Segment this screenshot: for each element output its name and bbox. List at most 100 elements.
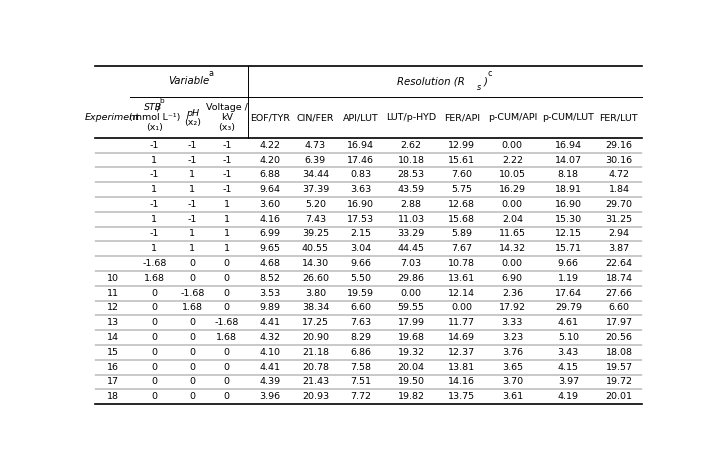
Text: 29.79: 29.79 <box>555 304 582 312</box>
Text: 18.91: 18.91 <box>555 185 582 194</box>
Text: -1.68: -1.68 <box>180 289 204 298</box>
Text: -1: -1 <box>150 229 159 239</box>
Text: 15.30: 15.30 <box>555 215 582 224</box>
Text: 19.50: 19.50 <box>398 377 425 387</box>
Text: 17.53: 17.53 <box>347 215 374 224</box>
Text: -1: -1 <box>188 200 197 209</box>
Text: 30.16: 30.16 <box>605 156 633 164</box>
Text: FER/LUT: FER/LUT <box>600 113 638 122</box>
Text: 10.78: 10.78 <box>448 259 475 268</box>
Text: 0: 0 <box>224 304 230 312</box>
Text: 17.46: 17.46 <box>347 156 374 164</box>
Text: 4.32: 4.32 <box>260 333 280 342</box>
Text: 12.14: 12.14 <box>448 289 475 298</box>
Text: 6.99: 6.99 <box>260 229 280 239</box>
Text: 0: 0 <box>151 392 157 401</box>
Text: 6.60: 6.60 <box>608 304 629 312</box>
Text: 4.41: 4.41 <box>260 363 280 371</box>
Text: 3.97: 3.97 <box>558 377 579 387</box>
Text: 0: 0 <box>151 304 157 312</box>
Text: 0: 0 <box>189 392 196 401</box>
Text: p-CUM/LUT: p-CUM/LUT <box>542 113 595 122</box>
Text: 1.68: 1.68 <box>182 304 203 312</box>
Text: 0: 0 <box>189 333 196 342</box>
Text: 0: 0 <box>189 274 196 283</box>
Text: 7.51: 7.51 <box>350 377 371 387</box>
Text: 19.32: 19.32 <box>398 348 425 357</box>
Text: 6.39: 6.39 <box>305 156 326 164</box>
Text: 8.52: 8.52 <box>260 274 280 283</box>
Text: 19.72: 19.72 <box>605 377 633 387</box>
Text: EOF/TYR: EOF/TYR <box>250 113 290 122</box>
Text: 0: 0 <box>224 348 230 357</box>
Text: 7.72: 7.72 <box>350 392 371 401</box>
Text: 43.59: 43.59 <box>398 185 425 194</box>
Text: 7.43: 7.43 <box>305 215 326 224</box>
Text: 3.33: 3.33 <box>502 318 523 327</box>
Text: 5.75: 5.75 <box>452 185 472 194</box>
Text: 5.20: 5.20 <box>305 200 326 209</box>
Text: 7.58: 7.58 <box>350 363 371 371</box>
Text: kV: kV <box>221 113 233 122</box>
Text: 0: 0 <box>189 318 196 327</box>
Text: 4.41: 4.41 <box>260 318 280 327</box>
Text: CIN/FER: CIN/FER <box>297 113 334 122</box>
Text: 19.82: 19.82 <box>398 392 425 401</box>
Text: 1: 1 <box>224 215 230 224</box>
Text: 9.65: 9.65 <box>260 244 280 253</box>
Text: 0: 0 <box>151 318 157 327</box>
Text: 1: 1 <box>189 170 196 180</box>
Text: 6.86: 6.86 <box>350 348 371 357</box>
Text: 2.62: 2.62 <box>400 141 421 150</box>
Text: 11.77: 11.77 <box>448 318 475 327</box>
Text: 20.78: 20.78 <box>302 363 329 371</box>
Text: 33.29: 33.29 <box>398 229 425 239</box>
Text: 4.61: 4.61 <box>558 318 579 327</box>
Text: 28.53: 28.53 <box>398 170 425 180</box>
Text: 39.25: 39.25 <box>302 229 329 239</box>
Text: 17.99: 17.99 <box>398 318 425 327</box>
Text: 16.94: 16.94 <box>347 141 374 150</box>
Text: 12: 12 <box>106 304 119 312</box>
Text: 18.74: 18.74 <box>605 274 633 283</box>
Text: 17.64: 17.64 <box>555 289 582 298</box>
Text: 6.60: 6.60 <box>350 304 371 312</box>
Text: 4.39: 4.39 <box>260 377 280 387</box>
Text: 0: 0 <box>151 363 157 371</box>
Text: 13.61: 13.61 <box>448 274 475 283</box>
Text: 18.08: 18.08 <box>605 348 633 357</box>
Text: 15.71: 15.71 <box>555 244 582 253</box>
Text: 19.68: 19.68 <box>398 333 425 342</box>
Text: Variable: Variable <box>168 76 209 87</box>
Text: 3.96: 3.96 <box>260 392 280 401</box>
Text: 16.94: 16.94 <box>555 141 582 150</box>
Text: 0: 0 <box>189 377 196 387</box>
Text: 2.15: 2.15 <box>350 229 371 239</box>
Text: 5.10: 5.10 <box>558 333 579 342</box>
Text: 21.43: 21.43 <box>302 377 329 387</box>
Text: 3.43: 3.43 <box>558 348 579 357</box>
Text: 17.25: 17.25 <box>302 318 329 327</box>
Text: 3.04: 3.04 <box>350 244 371 253</box>
Text: 3.80: 3.80 <box>305 289 326 298</box>
Text: 1: 1 <box>189 244 196 253</box>
Text: p-CUM/API: p-CUM/API <box>487 113 537 122</box>
Text: -1: -1 <box>222 170 232 180</box>
Text: 4.15: 4.15 <box>558 363 579 371</box>
Text: 14.07: 14.07 <box>555 156 582 164</box>
Text: 0.83: 0.83 <box>350 170 371 180</box>
Text: 10: 10 <box>106 274 119 283</box>
Text: 37.39: 37.39 <box>302 185 329 194</box>
Text: 20.56: 20.56 <box>605 333 633 342</box>
Text: 20.04: 20.04 <box>398 363 425 371</box>
Text: STB: STB <box>144 103 162 112</box>
Text: -1: -1 <box>188 156 197 164</box>
Text: 1.68: 1.68 <box>216 333 237 342</box>
Text: (mmol L⁻¹): (mmol L⁻¹) <box>129 113 180 122</box>
Text: 4.10: 4.10 <box>260 348 280 357</box>
Text: 11: 11 <box>106 289 119 298</box>
Text: 1: 1 <box>189 185 196 194</box>
Text: 16.29: 16.29 <box>499 185 526 194</box>
Text: 4.20: 4.20 <box>260 156 280 164</box>
Text: 29.86: 29.86 <box>398 274 425 283</box>
